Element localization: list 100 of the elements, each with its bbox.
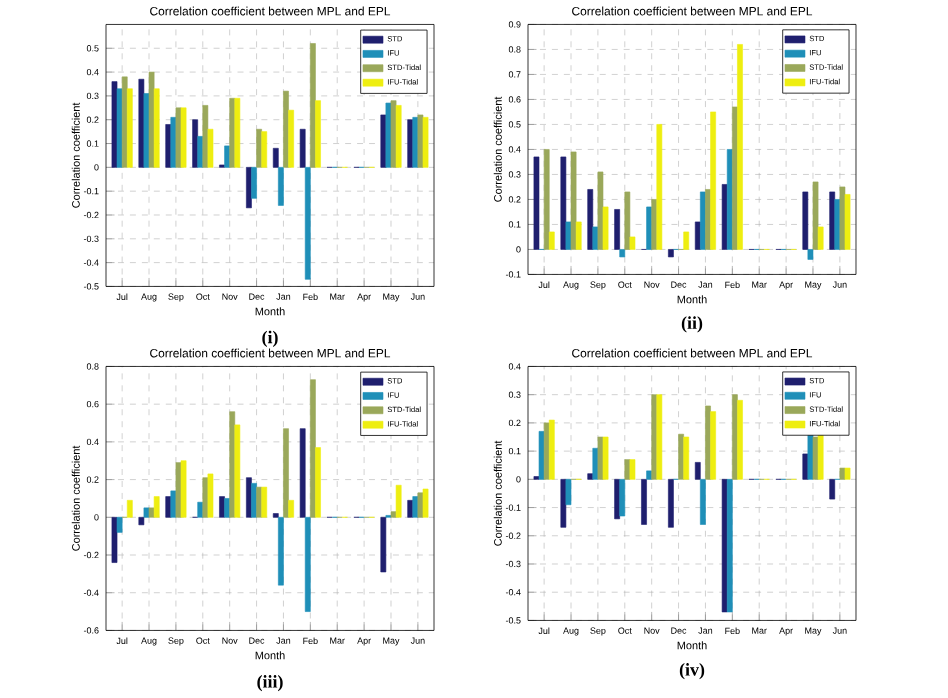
bar xyxy=(710,111,716,250)
bar xyxy=(256,486,262,518)
bar xyxy=(219,496,225,518)
bar xyxy=(700,479,706,525)
bar xyxy=(278,167,284,206)
bar xyxy=(668,479,674,528)
bar xyxy=(299,428,306,518)
bar xyxy=(721,479,728,613)
bar xyxy=(694,221,701,250)
bar xyxy=(812,436,819,480)
bar xyxy=(602,206,609,250)
bar xyxy=(395,105,402,168)
bar xyxy=(844,194,851,250)
bar xyxy=(656,124,663,250)
bar xyxy=(829,191,836,250)
bar xyxy=(304,517,311,612)
bar xyxy=(207,128,214,168)
bar xyxy=(153,88,160,168)
bar xyxy=(587,473,594,480)
bar xyxy=(587,189,594,250)
bar xyxy=(417,492,424,518)
bar xyxy=(422,117,429,168)
text: (iii) xyxy=(257,675,283,692)
bar xyxy=(390,100,397,168)
bar xyxy=(407,500,414,518)
bar xyxy=(126,500,133,518)
bar xyxy=(283,90,289,168)
bar xyxy=(683,436,690,480)
bar xyxy=(829,479,836,500)
bar xyxy=(224,145,230,168)
bar xyxy=(315,447,321,518)
bar xyxy=(726,479,733,613)
bar xyxy=(560,479,567,528)
bar xyxy=(619,249,626,258)
text: (i) xyxy=(262,330,278,347)
bar xyxy=(817,433,824,480)
bar xyxy=(656,394,663,480)
bar xyxy=(737,400,743,480)
bar xyxy=(261,486,268,518)
bar xyxy=(234,424,241,518)
bar xyxy=(121,76,128,168)
bar xyxy=(143,507,150,518)
bar xyxy=(315,100,321,168)
bar xyxy=(565,221,572,250)
text: (ii) xyxy=(681,316,703,333)
bar xyxy=(839,186,846,250)
bar xyxy=(817,226,824,250)
bar xyxy=(256,128,262,168)
bar xyxy=(602,436,609,480)
bar xyxy=(807,249,814,260)
bar xyxy=(694,462,701,480)
bar xyxy=(548,419,555,480)
bar xyxy=(153,496,160,518)
bar xyxy=(737,44,743,250)
bar xyxy=(202,105,209,168)
bar xyxy=(597,436,604,480)
bar xyxy=(417,114,424,168)
bar xyxy=(234,97,241,168)
bar xyxy=(710,411,716,480)
bar xyxy=(116,517,123,533)
bar xyxy=(126,88,133,168)
bar xyxy=(180,107,187,168)
bar xyxy=(641,479,647,525)
bar xyxy=(629,236,636,250)
bar xyxy=(629,459,636,480)
bar xyxy=(138,517,145,526)
bar xyxy=(278,517,284,586)
bar xyxy=(197,501,204,518)
bar xyxy=(251,167,257,199)
bar xyxy=(592,226,599,250)
bar xyxy=(732,394,738,480)
bar xyxy=(246,477,252,518)
bar xyxy=(721,184,728,250)
bar xyxy=(812,181,819,250)
bar xyxy=(148,71,155,168)
bar xyxy=(299,128,306,168)
bar xyxy=(390,511,397,518)
bar xyxy=(395,484,402,518)
bar xyxy=(412,496,419,518)
bar xyxy=(844,467,851,480)
bar xyxy=(646,470,652,480)
bar xyxy=(111,81,118,168)
bar xyxy=(310,43,316,168)
bar xyxy=(207,473,214,518)
bar xyxy=(565,479,572,506)
bar xyxy=(310,379,316,518)
bar xyxy=(839,467,846,480)
bar xyxy=(570,151,577,250)
bar xyxy=(624,191,631,250)
bar xyxy=(560,156,567,250)
bar xyxy=(272,147,279,168)
bar xyxy=(170,490,177,518)
bar xyxy=(533,156,540,250)
bar xyxy=(802,191,809,250)
bar xyxy=(148,507,155,518)
bar xyxy=(224,498,230,518)
text: (iv) xyxy=(679,663,705,680)
bar xyxy=(575,221,582,250)
bar xyxy=(619,479,626,517)
bar xyxy=(283,428,289,518)
